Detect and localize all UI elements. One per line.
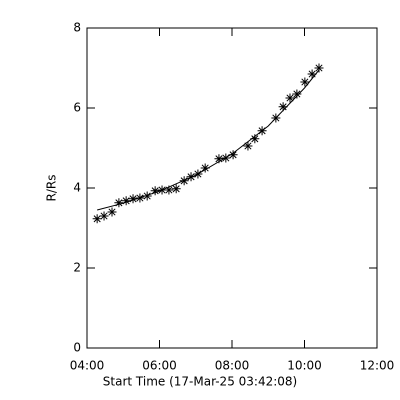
- data-point: [150, 186, 160, 196]
- x-tick-label: 04:00: [70, 359, 105, 373]
- data-point: [107, 207, 117, 217]
- data-point: [228, 150, 238, 160]
- y-axis-label: R/Rs: [45, 175, 59, 202]
- data-point: [307, 69, 317, 79]
- x-axis-label: Start Time (17-Mar-25 03:42:08): [103, 375, 297, 389]
- y-tick-label: 2: [73, 261, 81, 275]
- data-point: [121, 196, 131, 206]
- x-tick-label: 08:00: [215, 359, 250, 373]
- data-point: [142, 191, 152, 201]
- data-point: [250, 134, 260, 144]
- fit-line: [97, 69, 320, 211]
- data-point: [300, 77, 310, 87]
- x-tick-label: 12:00: [360, 359, 395, 373]
- data-point: [171, 184, 181, 194]
- data-point: [278, 102, 288, 112]
- data-point: [214, 154, 224, 164]
- data-point: [114, 198, 124, 208]
- data-point: [200, 163, 210, 173]
- data-point: [128, 194, 138, 204]
- data-point: [164, 185, 174, 195]
- data-point: [243, 141, 253, 151]
- data-point: [314, 63, 324, 73]
- y-tick-label: 6: [73, 101, 81, 115]
- y-tick-label: 8: [73, 21, 81, 35]
- data-point: [99, 211, 109, 221]
- x-tick-label: 06:00: [142, 359, 177, 373]
- data-point: [292, 89, 302, 99]
- data-point: [285, 93, 295, 103]
- y-tick-label: 4: [73, 181, 81, 195]
- x-tick-label: 10:00: [287, 359, 322, 373]
- data-point: [92, 214, 102, 224]
- y-tick-label: 0: [73, 341, 81, 355]
- plot-frame: [86, 27, 378, 349]
